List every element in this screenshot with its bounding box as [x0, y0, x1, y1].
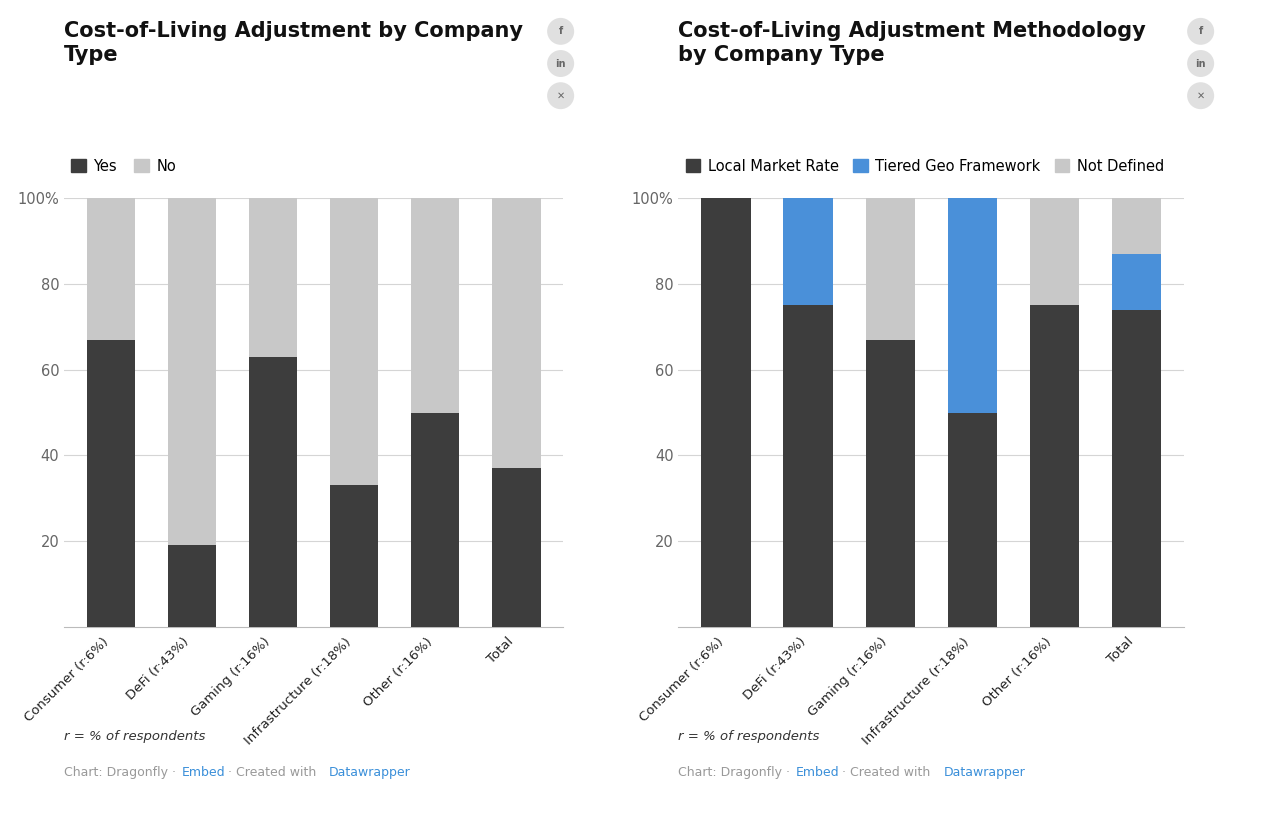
Text: in: in: [1196, 59, 1206, 68]
Bar: [783, 305, 833, 627]
Bar: [947, 412, 997, 627]
Text: r = % of respondents: r = % of respondents: [64, 730, 205, 743]
Text: ✕: ✕: [1197, 91, 1204, 101]
Bar: [1029, 305, 1079, 627]
Bar: [248, 198, 297, 356]
Bar: [330, 485, 379, 627]
Text: Chart: Dragonfly ·: Chart: Dragonfly ·: [64, 766, 180, 779]
Legend: Yes, No: Yes, No: [72, 158, 175, 173]
Text: Embed: Embed: [182, 766, 225, 779]
Bar: [1112, 254, 1161, 309]
Text: Embed: Embed: [796, 766, 840, 779]
Text: in: in: [556, 59, 566, 68]
Text: f: f: [558, 26, 563, 36]
Legend: Local Market Rate, Tiered Geo Framework, Not Defined: Local Market Rate, Tiered Geo Framework,…: [686, 158, 1164, 173]
Bar: [1112, 198, 1161, 254]
Text: Cost-of-Living Adjustment Methodology
by Company Type: Cost-of-Living Adjustment Methodology by…: [678, 21, 1146, 65]
Bar: [492, 198, 540, 469]
Text: f: f: [1198, 26, 1203, 36]
Bar: [783, 198, 833, 305]
Text: Datawrapper: Datawrapper: [943, 766, 1025, 779]
Circle shape: [547, 18, 575, 45]
Bar: [87, 340, 136, 627]
Bar: [168, 545, 216, 627]
Circle shape: [1187, 18, 1215, 45]
Bar: [87, 198, 136, 340]
Bar: [865, 340, 915, 627]
Bar: [492, 469, 540, 627]
Text: Cost-of-Living Adjustment by Company
Type: Cost-of-Living Adjustment by Company Typ…: [64, 21, 524, 65]
Circle shape: [547, 82, 575, 109]
Bar: [168, 198, 216, 545]
Circle shape: [1187, 50, 1215, 77]
Circle shape: [547, 50, 575, 77]
Text: Chart: Dragonfly ·: Chart: Dragonfly ·: [678, 766, 795, 779]
Bar: [1112, 309, 1161, 627]
Bar: [865, 198, 915, 340]
Text: · Created with: · Created with: [838, 766, 934, 779]
Text: · Created with: · Created with: [224, 766, 320, 779]
Text: ✕: ✕: [557, 91, 564, 101]
Bar: [1029, 198, 1079, 305]
Circle shape: [1187, 82, 1215, 109]
Bar: [330, 198, 379, 485]
Bar: [411, 412, 460, 627]
Text: Datawrapper: Datawrapper: [329, 766, 411, 779]
Bar: [248, 356, 297, 627]
Bar: [947, 198, 997, 412]
Text: r = % of respondents: r = % of respondents: [678, 730, 819, 743]
Bar: [701, 198, 750, 627]
Bar: [411, 198, 460, 412]
